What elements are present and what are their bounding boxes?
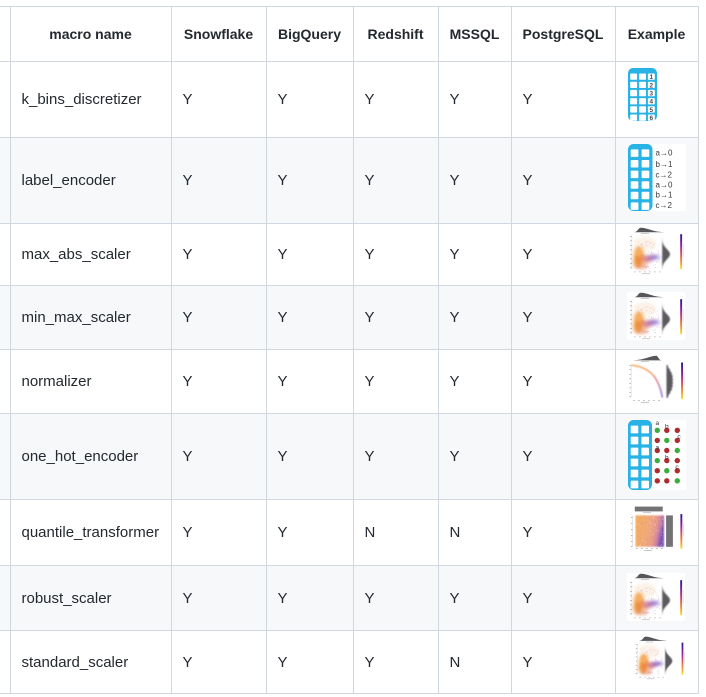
svg-text:2: 2 — [649, 82, 653, 89]
svg-text:c→2: c→2 — [655, 201, 672, 210]
svg-text:3: 3 — [649, 91, 653, 98]
svg-text:c: c — [677, 433, 681, 440]
svg-text:b: b — [664, 454, 668, 461]
svg-text:1: 1 — [649, 74, 653, 81]
svg-text:4: 4 — [649, 99, 653, 106]
svg-text:b→1: b→1 — [655, 160, 672, 169]
svg-text:a→0: a→0 — [655, 149, 672, 158]
svg-text:b: b — [664, 423, 668, 430]
svg-text:a: a — [655, 444, 659, 451]
svg-text:c→2: c→2 — [655, 170, 672, 179]
svg-text:6: 6 — [649, 115, 653, 121]
svg-text:b→1: b→1 — [655, 191, 672, 200]
svg-text:5: 5 — [649, 107, 653, 114]
svg-text:a→0: a→0 — [655, 181, 672, 190]
svg-text:a: a — [655, 420, 659, 427]
svg-text:c: c — [675, 464, 679, 471]
